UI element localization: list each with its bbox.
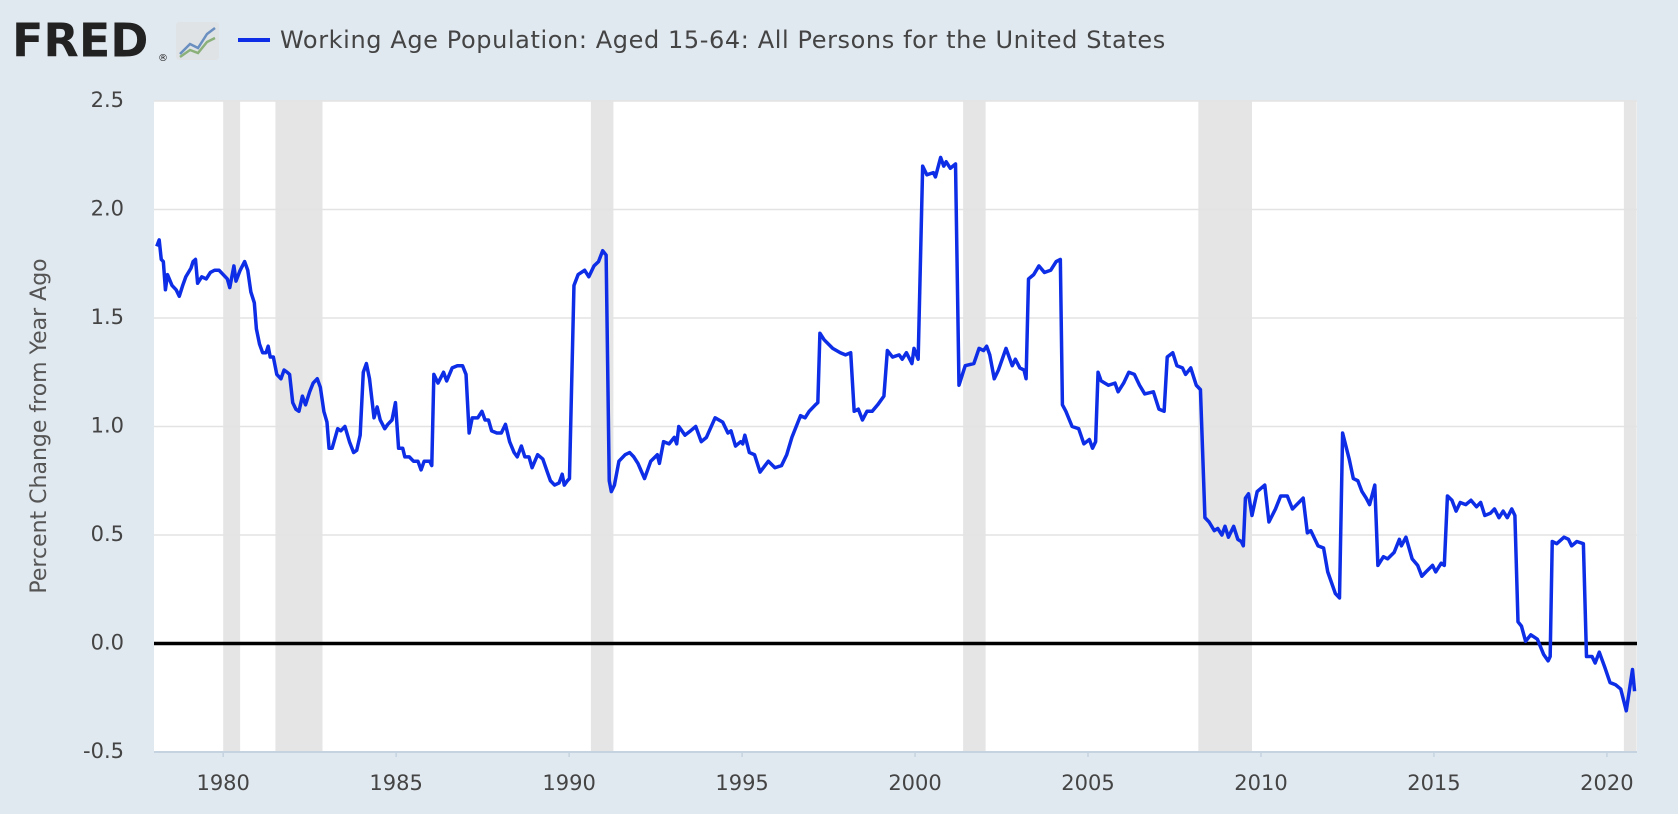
x-tick-label: 2020 [1580, 771, 1633, 795]
icon-line [179, 36, 216, 59]
x-tick-label: 2005 [1061, 771, 1114, 795]
y-tick-label: 0.0 [91, 631, 124, 655]
series-line [155, 155, 1637, 713]
x-tick-label: 1980 [196, 771, 249, 795]
y-axis-label: Percent Change from Year Ago [27, 258, 52, 593]
y-tick-label: 2.0 [91, 197, 124, 221]
y-tick-label: 1.0 [91, 414, 124, 438]
y-tick-label: 2.5 [91, 88, 124, 112]
x-tick-label: 2010 [1234, 771, 1287, 795]
y-tick-label: 1.5 [91, 305, 124, 329]
x-tick-label: 2015 [1407, 771, 1460, 795]
x-tick-label: 1985 [369, 771, 422, 795]
x-tick-label: 1990 [542, 771, 595, 795]
brand-mark: ® [158, 53, 168, 64]
icon-line [179, 27, 216, 55]
brand-icon [176, 22, 219, 60]
y-tick-label: 0.5 [91, 522, 124, 546]
legend-label: Working Age Population: Aged 15-64: All … [280, 26, 1166, 54]
x-tick-label: 1995 [715, 771, 768, 795]
x-tick-label: 2000 [888, 771, 941, 795]
brand-logo: FRED [12, 14, 148, 68]
y-tick-label: -0.5 [83, 739, 124, 763]
